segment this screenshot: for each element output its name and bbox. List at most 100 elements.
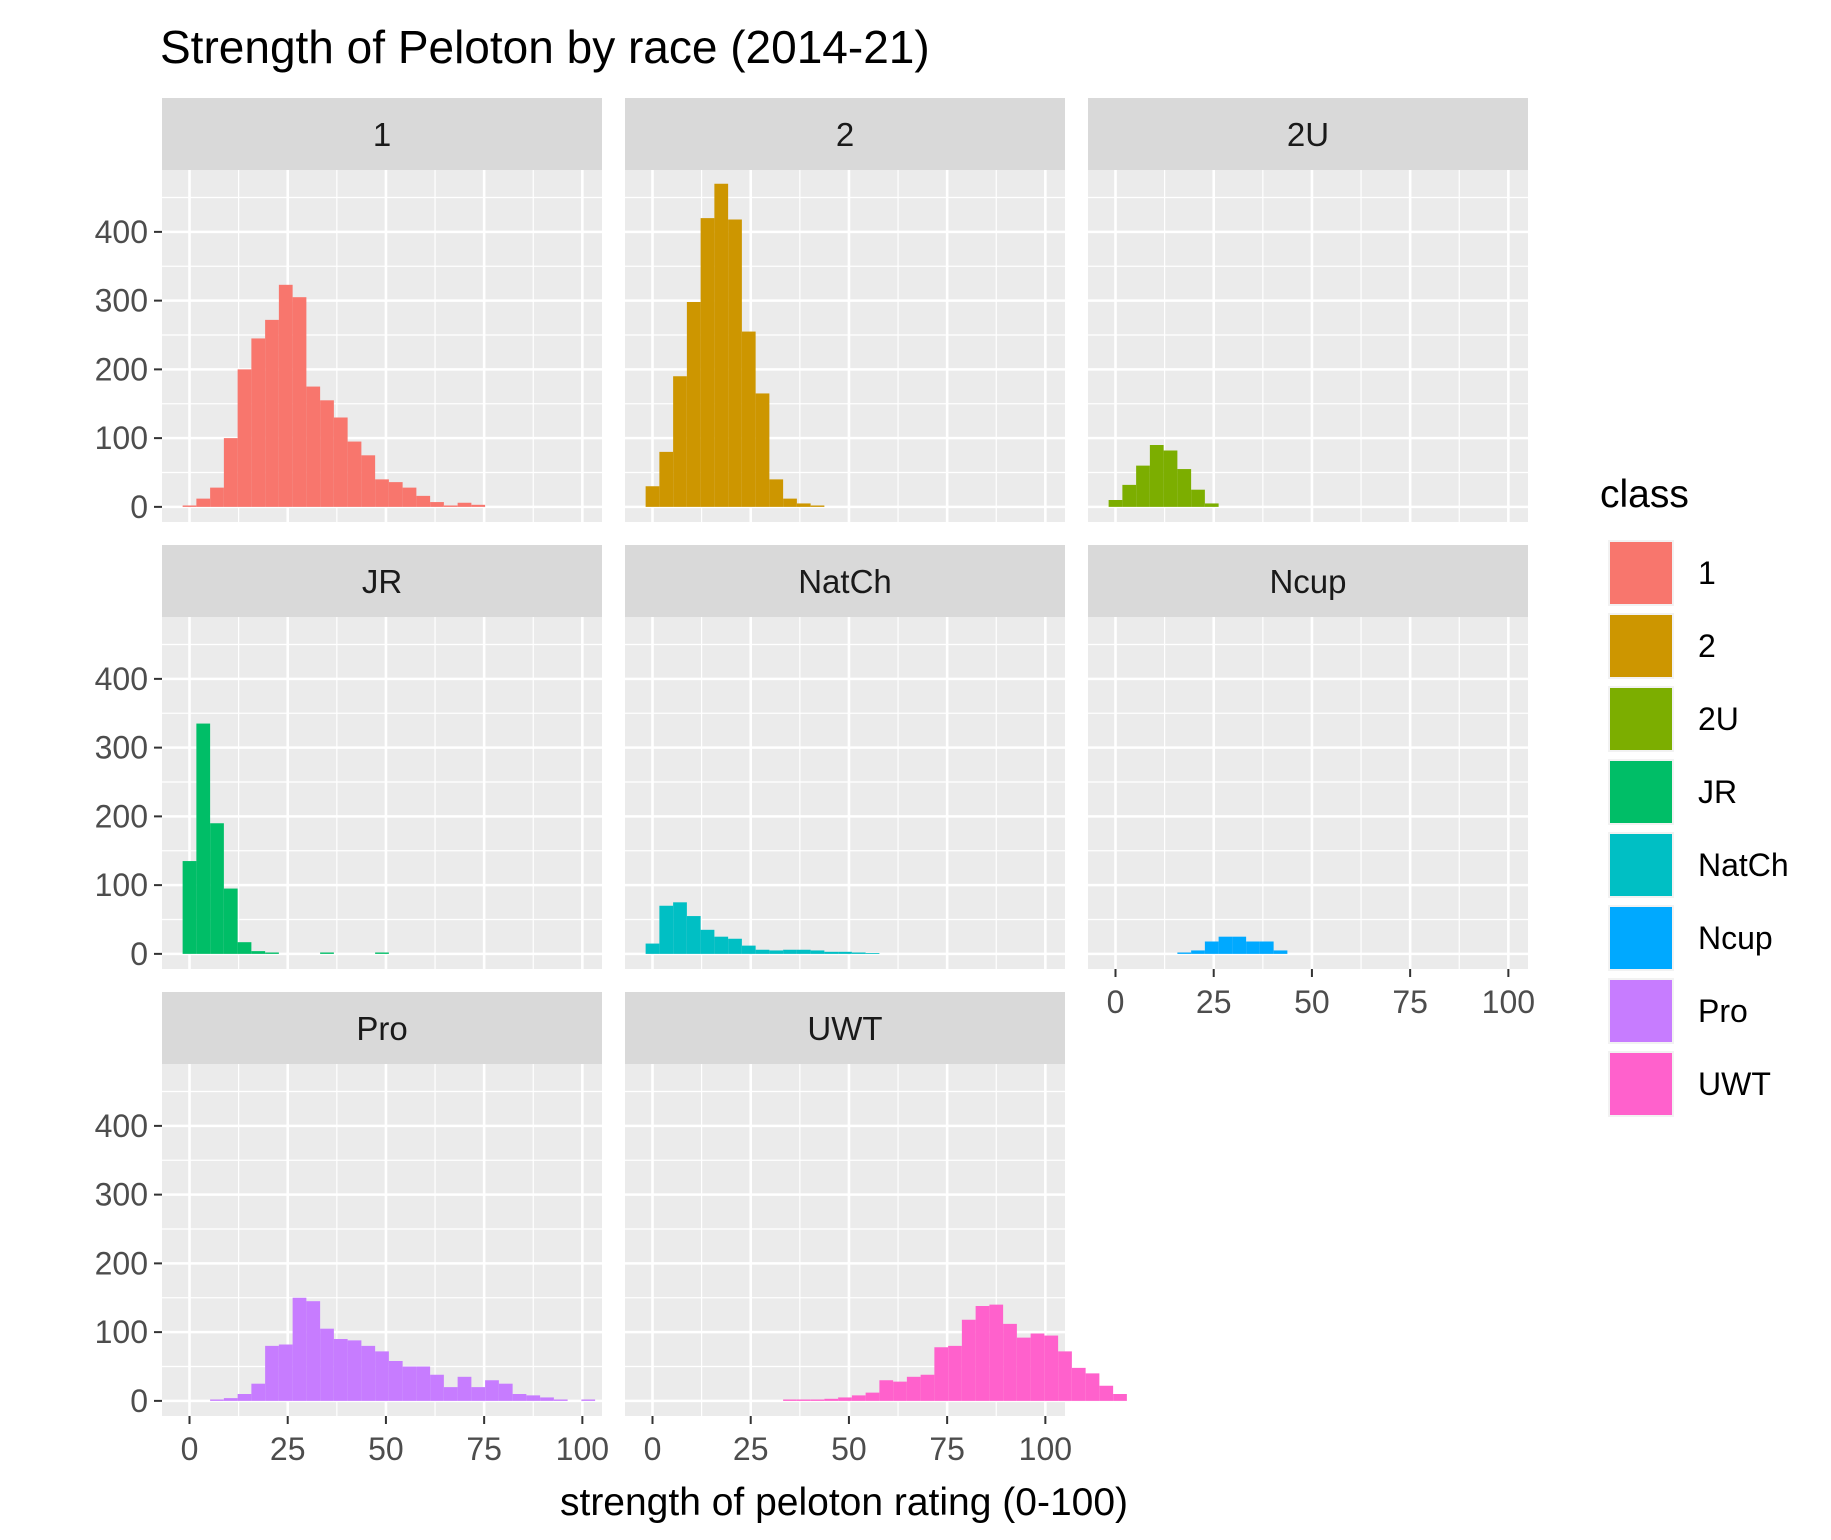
legend-item-ncup: Ncup — [1608, 905, 1773, 971]
bar — [388, 482, 403, 507]
strip-2u — [1088, 98, 1528, 170]
bar — [879, 1380, 894, 1401]
bar — [810, 950, 825, 954]
panel-2: 2 — [625, 98, 1065, 522]
bar — [796, 949, 811, 954]
x-axis-label: strength of peloton rating (0-100) — [560, 1481, 1128, 1524]
legend-label: NatCh — [1698, 847, 1789, 883]
y-tick-label: 400 — [95, 661, 148, 697]
bar — [430, 1374, 444, 1401]
bar — [838, 1397, 852, 1401]
bar — [851, 1395, 866, 1401]
bar — [686, 302, 701, 507]
bars-2 — [645, 183, 825, 507]
legend-key-swatch — [1610, 688, 1672, 750]
bar — [498, 1383, 513, 1401]
legend-item-2u: 2U — [1608, 686, 1739, 752]
y-tick-label: 400 — [95, 214, 148, 250]
y-tick-label: 200 — [95, 1245, 148, 1281]
bar — [223, 438, 238, 507]
bar — [430, 502, 444, 507]
bar — [755, 393, 770, 507]
bar — [1099, 1385, 1114, 1401]
bar — [306, 1301, 321, 1401]
bar — [265, 1345, 279, 1401]
strip-label-2: 2 — [836, 116, 854, 153]
y-axes: 0 100 200 300 400 0 100 200 300 400 0 100 200 300 400 — [95, 214, 162, 1419]
bar — [961, 1319, 976, 1401]
legend-key-swatch — [1610, 615, 1672, 677]
x-tick-label: 0 — [1107, 984, 1125, 1020]
bars-pro — [210, 1297, 596, 1401]
y-tick-label: 400 — [95, 1108, 148, 1144]
bar — [320, 952, 334, 954]
bar — [1177, 469, 1192, 507]
bar — [769, 479, 784, 507]
bar — [1136, 465, 1150, 507]
x-tick-label: 0 — [644, 1431, 662, 1467]
bar — [182, 861, 197, 954]
bar — [320, 400, 334, 507]
gridlines-ncup — [1088, 617, 1528, 969]
bar — [265, 952, 279, 954]
bar — [251, 1383, 266, 1401]
bar — [237, 942, 252, 954]
bar — [728, 938, 742, 954]
y-tick-label: 100 — [95, 420, 148, 456]
strip-label-1: 1 — [373, 116, 391, 153]
bar — [251, 338, 266, 507]
legend-label: 2U — [1698, 701, 1739, 737]
bar — [934, 1347, 949, 1401]
legend-item-uwt: UWT — [1608, 1051, 1771, 1117]
y-tick-label: 0 — [130, 936, 148, 972]
panel-ncup: Ncup — [1088, 545, 1528, 969]
legend-key-swatch — [1610, 834, 1672, 896]
y-tick-label: 300 — [95, 730, 148, 766]
bar — [471, 1387, 486, 1401]
bars-2u — [1108, 445, 1219, 507]
legend-key-swatch — [1610, 907, 1672, 969]
legend: class 1 2 2U JR NatCh Ncup Pro UWT — [1600, 473, 1789, 1117]
gridlines-natch — [625, 617, 1065, 969]
bar — [659, 451, 674, 507]
facet-panels: 1 2 2U JR NatCh Ncup Pro UWT — [162, 98, 1528, 1416]
bar — [783, 498, 797, 507]
legend-label: Ncup — [1698, 920, 1773, 956]
bar — [645, 486, 660, 507]
bar — [1218, 936, 1233, 954]
x-tick-label: 25 — [1196, 984, 1232, 1020]
bar — [645, 943, 660, 954]
bar — [210, 823, 224, 954]
bar — [920, 1374, 935, 1401]
bar — [540, 1397, 554, 1401]
bar — [673, 902, 687, 954]
bar — [865, 953, 880, 954]
bar — [1204, 941, 1219, 954]
bars-uwt — [783, 1304, 1127, 1401]
bar — [1058, 1351, 1072, 1401]
bar — [783, 949, 797, 954]
bar — [210, 1399, 224, 1401]
x-tick-label: 100 — [556, 1431, 609, 1467]
bar — [292, 1297, 307, 1401]
bar — [714, 936, 729, 954]
legend-key-swatch — [1610, 542, 1672, 604]
bar — [388, 1361, 403, 1401]
panel-pro: Pro — [162, 992, 602, 1416]
panel-background-natch — [625, 617, 1065, 969]
bar — [223, 888, 238, 954]
bar — [824, 1398, 839, 1401]
bar — [1113, 1394, 1127, 1401]
x-tick-label: 75 — [929, 1431, 965, 1467]
chart-title: Strength of Peloton by race (2014-21) — [160, 21, 930, 73]
y-tick-label: 100 — [95, 867, 148, 903]
strip-label-2u: 2U — [1287, 116, 1329, 153]
bars-jr — [182, 723, 389, 954]
bar — [741, 331, 756, 507]
strip-label-jr: JR — [362, 563, 402, 600]
bar — [485, 1380, 499, 1401]
bar — [1191, 489, 1205, 507]
bar — [1149, 445, 1164, 507]
strip-1 — [162, 98, 602, 170]
x-tick-label: 75 — [1392, 984, 1428, 1020]
